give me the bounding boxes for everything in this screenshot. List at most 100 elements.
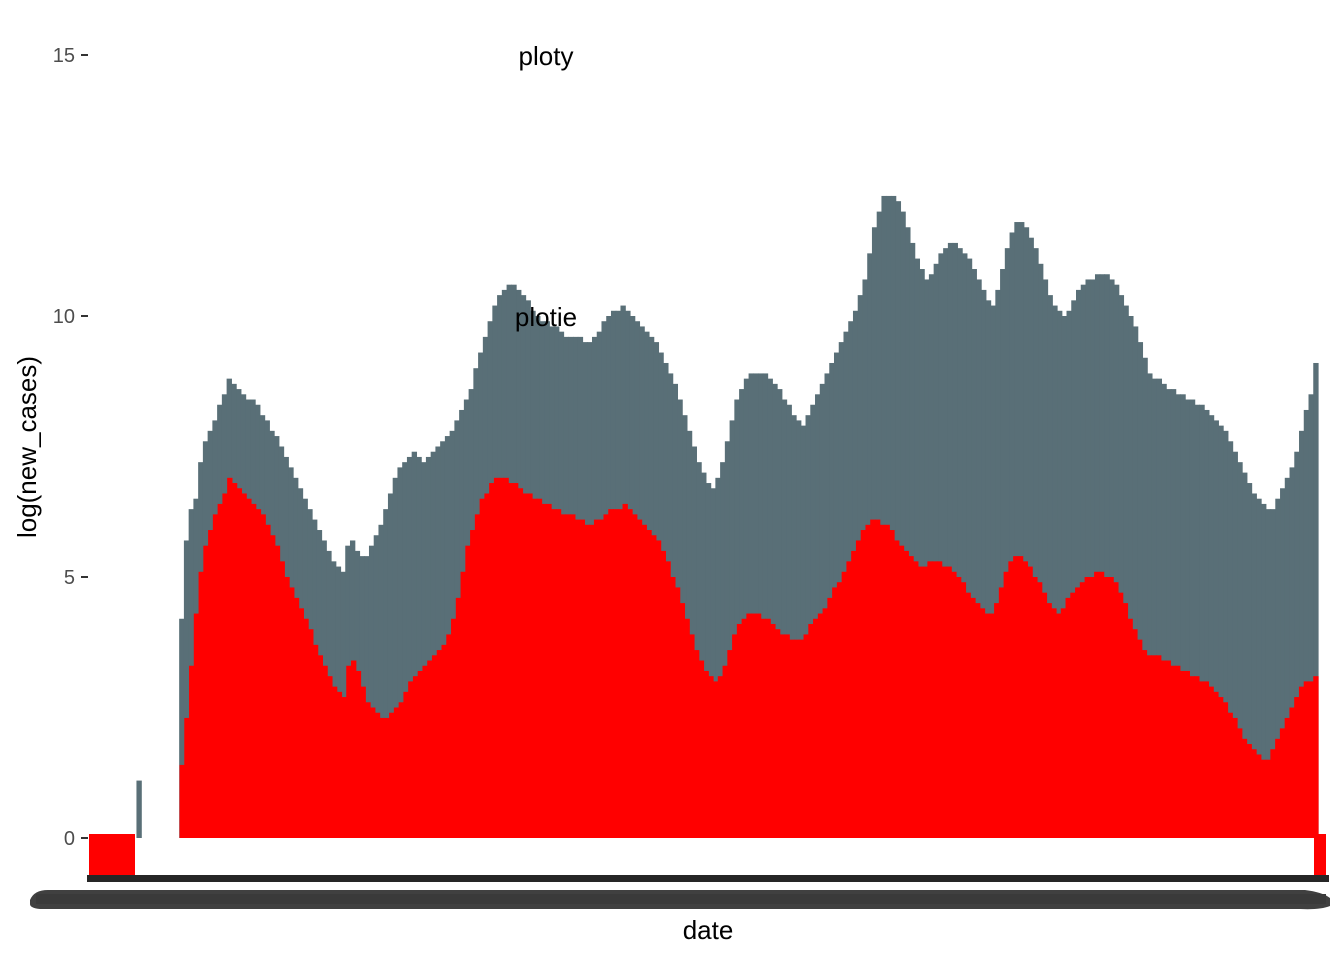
bar-country [927, 561, 933, 838]
bar-world [881, 195, 887, 838]
bar-world [1137, 342, 1144, 838]
bar-world [772, 383, 778, 838]
bar-world [1289, 467, 1295, 838]
bar-country [1003, 571, 1009, 838]
x-axis [30, 875, 1330, 910]
bar-world [1061, 316, 1068, 838]
bar-world [1223, 430, 1229, 838]
bar-world [440, 441, 446, 838]
bar-world [1313, 362, 1319, 838]
bar-country [489, 483, 495, 838]
bar-country [817, 613, 824, 838]
bar-world [136, 780, 142, 838]
bar-country [1127, 618, 1133, 838]
bar-world [1170, 389, 1177, 838]
bar-world [430, 451, 436, 838]
bar-country [989, 613, 995, 838]
bar-country [741, 618, 747, 838]
bar-country [479, 498, 485, 838]
annotation-plotie: plotie [515, 302, 577, 332]
bar-country [889, 530, 895, 838]
bar-country [1070, 592, 1076, 838]
bar-world [815, 394, 821, 838]
bar-world [786, 404, 792, 838]
bar-country [1237, 728, 1243, 838]
bar-world [1299, 430, 1305, 838]
bar-country [241, 493, 247, 838]
bar-country [427, 660, 433, 838]
bar-country [508, 483, 514, 838]
bar-country [1108, 577, 1114, 838]
bar-world [1218, 425, 1224, 838]
y-axis: 0 5 10 15 [53, 45, 88, 850]
bar-country [874, 519, 881, 838]
bar-country [1117, 592, 1124, 838]
bar-country [1279, 728, 1286, 838]
bar-country [579, 519, 586, 838]
bar-country [336, 691, 343, 838]
bar-country [189, 665, 195, 838]
bar-country [951, 571, 957, 838]
bar-country [851, 550, 857, 838]
bar-country [798, 639, 805, 838]
bar-country [384, 717, 390, 838]
bar-country [655, 540, 662, 838]
bar-world [1208, 415, 1215, 838]
bar-country [913, 561, 919, 838]
bar-world [743, 378, 750, 838]
bar-world [1275, 498, 1281, 838]
bar-country [1013, 556, 1019, 838]
bar-country [855, 540, 862, 838]
bar-world [1246, 483, 1253, 838]
bar-world [1128, 316, 1134, 838]
bar-country [1303, 681, 1310, 838]
bar-country [765, 618, 771, 838]
bar-country [1032, 577, 1038, 838]
y-tick-label: 15 [53, 45, 75, 67]
bar-country [789, 639, 795, 838]
bar-world [1094, 274, 1101, 838]
bar-country [351, 660, 357, 838]
bar-country [1294, 697, 1300, 838]
bar-country [1141, 650, 1148, 838]
bar-world [1227, 441, 1234, 838]
bar-country [665, 561, 671, 838]
bar-country [646, 530, 652, 838]
bar-country [493, 477, 500, 838]
bar-country [541, 503, 547, 838]
bar-world [1066, 310, 1072, 838]
bar-world [966, 258, 973, 839]
bar-world [1213, 420, 1219, 838]
bar-country [1041, 592, 1048, 838]
bar-country [784, 634, 790, 838]
bar-country [1256, 754, 1262, 838]
bar-country [1265, 759, 1271, 838]
bar-country [770, 623, 776, 838]
bar-country [293, 597, 300, 838]
baseline-band-right [1314, 834, 1326, 878]
bar-country [317, 655, 324, 838]
bar-country [975, 603, 981, 838]
bar-country [565, 514, 571, 838]
bar-world [1000, 269, 1006, 838]
bar-country [1222, 702, 1229, 838]
bar-world [924, 279, 930, 839]
bar-world [928, 274, 935, 838]
bar-country [1160, 660, 1167, 838]
bar-country [1251, 749, 1257, 838]
bar-world [1118, 295, 1125, 838]
bar-country [813, 618, 819, 838]
bar-world [753, 373, 759, 838]
bar-country [403, 691, 409, 838]
bar-country [331, 686, 338, 838]
bar-world [886, 195, 892, 838]
bar-world [368, 545, 375, 838]
bar-world [781, 399, 788, 838]
bar-world [1265, 509, 1272, 838]
bar-country [970, 597, 976, 838]
bar-country [717, 676, 724, 838]
bar-world [179, 618, 185, 838]
bar-country [441, 644, 447, 838]
bar-country [1079, 582, 1086, 838]
bar-country [936, 561, 943, 838]
